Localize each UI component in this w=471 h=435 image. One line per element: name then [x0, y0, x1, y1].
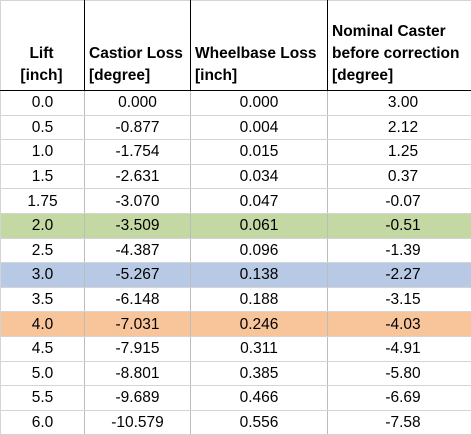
header-unit: [degree]: [89, 65, 188, 87]
nominal-caster-cell[interactable]: -4.03: [328, 312, 471, 337]
header-cell-castior-loss[interactable]: Castior Loss [degree]: [85, 1, 191, 91]
lift-cell[interactable]: 1.0: [1, 140, 85, 165]
wheelbase-loss-cell[interactable]: 0.000: [191, 91, 328, 116]
castior-loss-cell[interactable]: 0.000: [85, 91, 191, 116]
wheelbase-loss-cell[interactable]: 0.047: [191, 189, 328, 214]
castior-loss-cell[interactable]: -1.754: [85, 140, 191, 165]
lift-cell[interactable]: 5.5: [1, 386, 85, 411]
lift-cell[interactable]: 4.5: [1, 336, 85, 361]
lift-cell[interactable]: 2.5: [1, 238, 85, 263]
lift-cell[interactable]: 0.5: [1, 115, 85, 140]
nominal-caster-cell[interactable]: -5.80: [328, 361, 471, 386]
nominal-caster-cell[interactable]: -1.39: [328, 238, 471, 263]
nominal-caster-cell[interactable]: -6.69: [328, 386, 471, 411]
header-unit: [inch]: [1, 65, 82, 87]
nominal-caster-cell[interactable]: -7.58: [328, 410, 471, 435]
lift-cell[interactable]: 2.0: [1, 213, 85, 238]
castior-loss-cell[interactable]: -5.267: [85, 263, 191, 288]
lift-cell[interactable]: 1.75: [1, 189, 85, 214]
castior-loss-cell[interactable]: -7.031: [85, 312, 191, 337]
nominal-caster-cell[interactable]: -4.91: [328, 336, 471, 361]
nominal-caster-cell[interactable]: 0.37: [328, 164, 471, 189]
header-unit: [degree]: [332, 65, 471, 87]
wheelbase-loss-cell[interactable]: 0.096: [191, 238, 328, 263]
header-title: Nominal Caster before correction: [332, 21, 471, 65]
header-cell-lift[interactable]: Lift [inch]: [1, 1, 85, 91]
nominal-caster-cell[interactable]: -0.07: [328, 189, 471, 214]
wheelbase-loss-cell[interactable]: 0.015: [191, 140, 328, 165]
header-unit: [inch]: [195, 65, 325, 87]
nominal-caster-cell[interactable]: -2.27: [328, 263, 471, 288]
header-row: Lift [inch] Castior Loss [degree] Wheelb…: [1, 1, 471, 91]
castior-loss-cell[interactable]: -4.387: [85, 238, 191, 263]
wheelbase-loss-cell[interactable]: 0.246: [191, 312, 328, 337]
header-title: Lift: [1, 43, 82, 65]
nominal-caster-cell[interactable]: 1.25: [328, 140, 471, 165]
castior-loss-cell[interactable]: -8.801: [85, 361, 191, 386]
castior-loss-cell[interactable]: -7.915: [85, 336, 191, 361]
lift-cell[interactable]: 3.5: [1, 287, 85, 312]
table-header: Lift [inch] Castior Loss [degree] Wheelb…: [1, 1, 471, 91]
header-title: Castior Loss: [89, 43, 188, 65]
header-cell-nominal-caster[interactable]: Nominal Caster before correction [degree…: [328, 1, 471, 91]
wheelbase-loss-cell[interactable]: 0.061: [191, 213, 328, 238]
castior-loss-cell[interactable]: -2.631: [85, 164, 191, 189]
lift-cell[interactable]: 5.0: [1, 361, 85, 386]
castior-loss-cell[interactable]: -0.877: [85, 115, 191, 140]
lift-cell[interactable]: 0.0: [1, 91, 85, 116]
wheelbase-loss-cell[interactable]: 0.556: [191, 410, 328, 435]
lift-cell[interactable]: 1.5: [1, 164, 85, 189]
wheelbase-loss-cell[interactable]: 0.188: [191, 287, 328, 312]
nominal-caster-cell[interactable]: -3.15: [328, 287, 471, 312]
castior-loss-cell[interactable]: -3.509: [85, 213, 191, 238]
wheelbase-loss-cell[interactable]: 0.466: [191, 386, 328, 411]
castior-loss-cell[interactable]: -3.070: [85, 189, 191, 214]
lift-cell[interactable]: 6.0: [1, 410, 85, 435]
castior-loss-cell[interactable]: -6.148: [85, 287, 191, 312]
wheelbase-loss-cell[interactable]: 0.138: [191, 263, 328, 288]
castior-loss-cell[interactable]: -10.579: [85, 410, 191, 435]
wheelbase-loss-cell[interactable]: 0.385: [191, 361, 328, 386]
lift-cell[interactable]: 3.0: [1, 263, 85, 288]
wheelbase-loss-cell[interactable]: 0.311: [191, 336, 328, 361]
nominal-caster-cell[interactable]: 2.12: [328, 115, 471, 140]
lift-cell[interactable]: 4.0: [1, 312, 85, 337]
nominal-caster-cell[interactable]: 3.00: [328, 91, 471, 116]
header-title: Wheelbase Loss: [195, 43, 325, 65]
nominal-caster-cell[interactable]: -0.51: [328, 213, 471, 238]
castior-loss-cell[interactable]: -9.689: [85, 386, 191, 411]
wheelbase-loss-cell[interactable]: 0.004: [191, 115, 328, 140]
header-cell-wheelbase-loss[interactable]: Wheelbase Loss [inch]: [191, 1, 328, 91]
wheelbase-loss-cell[interactable]: 0.034: [191, 164, 328, 189]
